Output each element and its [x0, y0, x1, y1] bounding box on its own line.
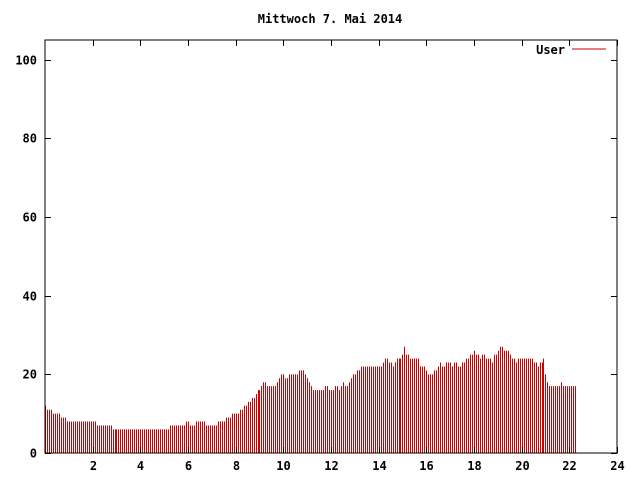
x-tick-label: 10 — [276, 459, 290, 473]
chart-title: Mittwoch 7. Mai 2014 — [258, 12, 403, 26]
bar-group — [45, 346, 576, 453]
x-tick-label: 4 — [137, 459, 144, 473]
x-tick-label: 22 — [562, 459, 576, 473]
x-tick-label: 2 — [90, 459, 97, 473]
legend-label-user: User — [536, 43, 565, 57]
x-tick-label: 8 — [233, 459, 240, 473]
y-tick-label: 20 — [23, 368, 37, 382]
x-tick-label: 6 — [185, 459, 192, 473]
x-tick-label: 20 — [515, 459, 529, 473]
plot-frame — [44, 39, 618, 454]
x-tick-label: 24 — [610, 459, 624, 473]
x-tick-label: 16 — [419, 459, 433, 473]
y-tick-label: 100 — [15, 54, 37, 68]
x-tick-label: 18 — [467, 459, 481, 473]
legend: User — [536, 43, 606, 57]
y-tick-label: 40 — [23, 290, 37, 304]
x-tick-label: 12 — [324, 459, 338, 473]
y-tick-label: 80 — [23, 132, 37, 146]
y-tick-label: 0 — [30, 447, 37, 461]
y-tick-label: 60 — [23, 211, 37, 225]
x-tick-label: 14 — [372, 459, 386, 473]
